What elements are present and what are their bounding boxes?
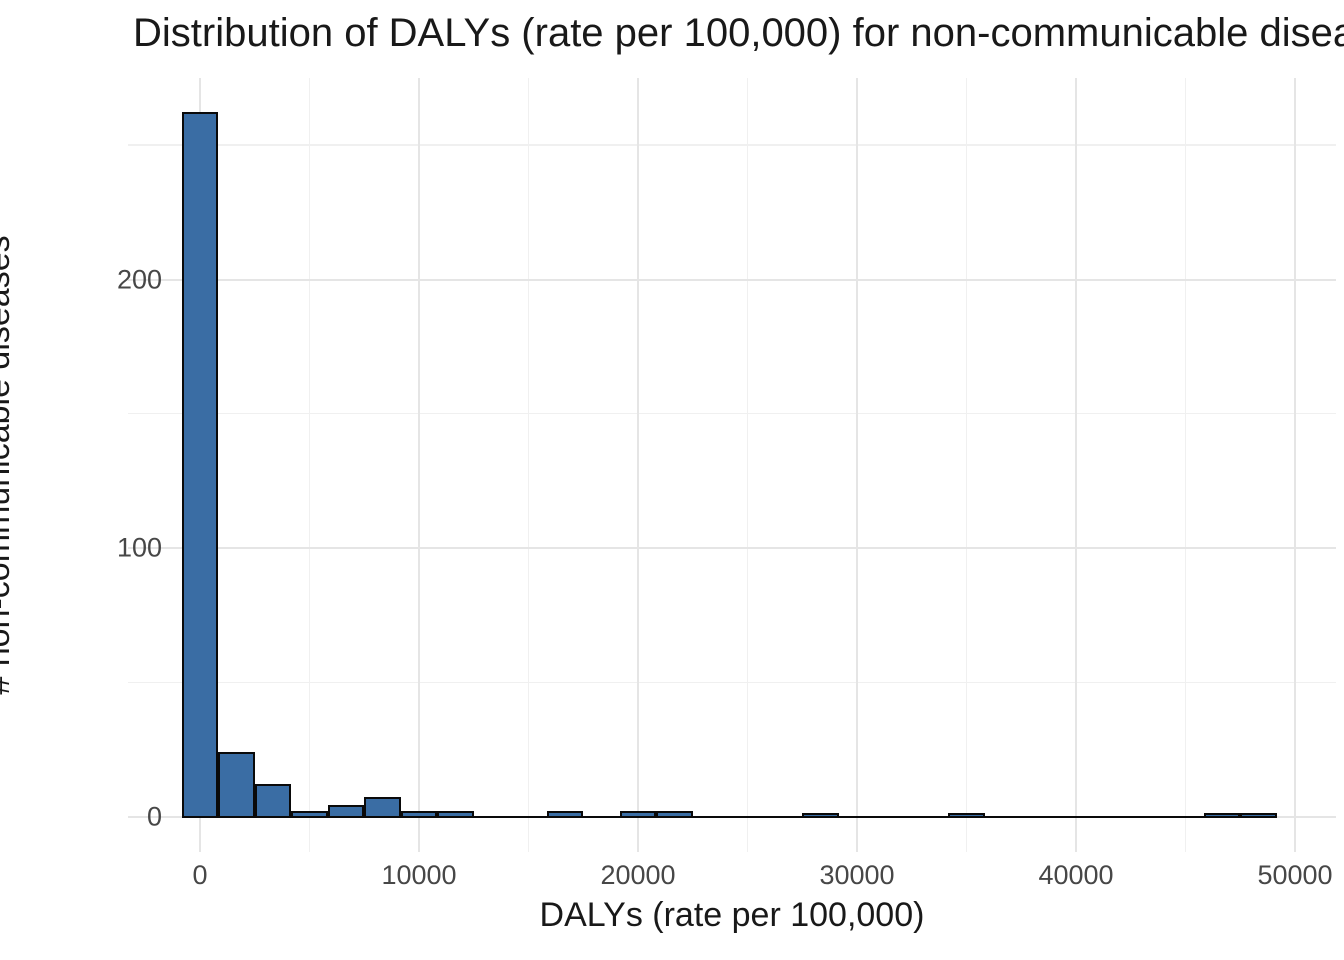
- histogram-bar: [1203, 813, 1241, 819]
- plot-panel: [128, 78, 1336, 852]
- v-gridline-major: [856, 78, 858, 852]
- x-tick-label: 40000: [1038, 860, 1114, 890]
- histogram-bar: [1240, 813, 1277, 819]
- histogram-bar: [656, 810, 693, 819]
- y-axis-title: # non-communicable diseases: [0, 235, 17, 694]
- x-tick-label: 30000: [819, 860, 895, 890]
- histogram-bar: [546, 810, 584, 819]
- v-gridline-major: [1075, 78, 1077, 852]
- histogram-bar: [327, 805, 365, 819]
- h-gridline-minor: [128, 144, 1336, 146]
- v-gridline-minor: [308, 78, 310, 852]
- histogram-bar: [291, 810, 328, 819]
- x-tick-label: 0: [192, 860, 208, 890]
- h-gridline-minor: [128, 412, 1336, 415]
- histogram-bar: [400, 810, 438, 819]
- histogram-bar: [802, 813, 839, 819]
- histogram-bar: [948, 813, 985, 819]
- h-gridline-major: [128, 278, 1336, 281]
- histogram-bar: [254, 783, 292, 819]
- y-tick-label: 200: [116, 264, 162, 295]
- chart-title: Distribution of DALYs (rate per 100,000)…: [133, 11, 1344, 55]
- h-gridline-major: [128, 547, 1336, 550]
- y-tick-label: 100: [116, 532, 162, 563]
- x-tick-label: 10000: [381, 860, 457, 890]
- histogram-zero-baseline: [181, 815, 1277, 819]
- v-gridline-major: [1294, 78, 1296, 852]
- x-tick-label: 20000: [600, 860, 676, 890]
- v-gridline-major: [418, 78, 420, 852]
- histogram-bar: [181, 112, 219, 819]
- x-axis-title: DALYs (rate per 100,000): [539, 896, 925, 934]
- y-tick-label: 0: [146, 801, 162, 832]
- histogram-bar: [619, 810, 657, 819]
- h-gridline-minor: [128, 681, 1336, 684]
- histogram-bar: [364, 797, 401, 819]
- x-tick-label: 50000: [1257, 860, 1333, 890]
- v-gridline-minor: [746, 78, 748, 852]
- v-gridline-major: [637, 78, 639, 852]
- v-gridline-minor: [527, 78, 529, 852]
- v-gridline-minor: [1184, 78, 1186, 852]
- v-gridline-minor: [965, 78, 967, 852]
- histogram-bar: [218, 751, 255, 819]
- histogram-bar: [437, 810, 474, 819]
